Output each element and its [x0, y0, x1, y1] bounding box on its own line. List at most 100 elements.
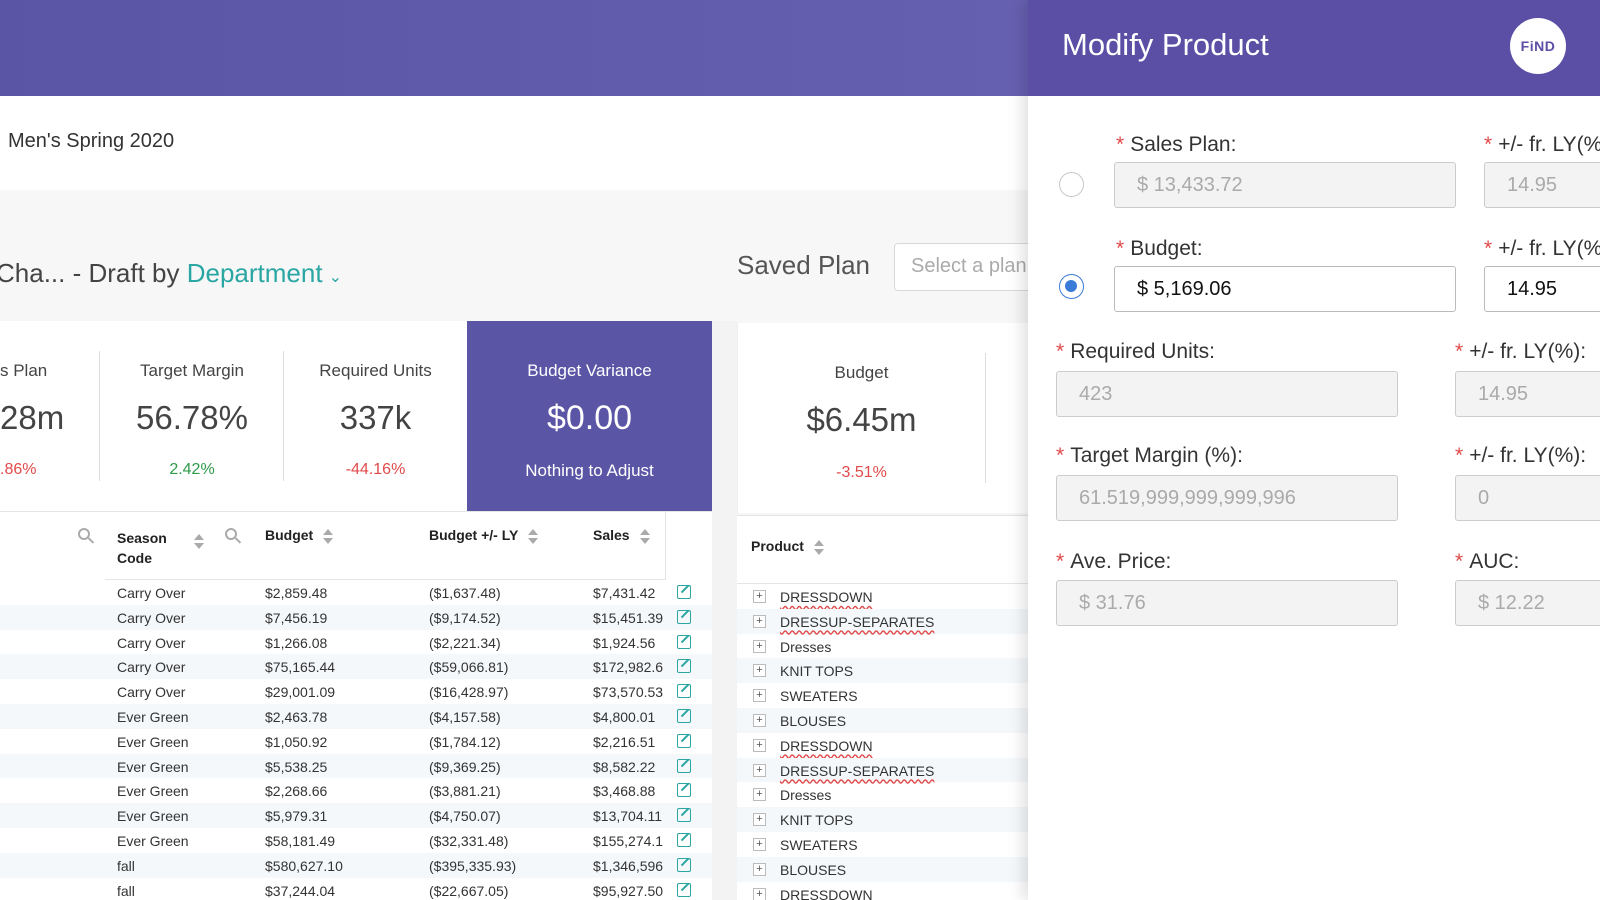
list-item[interactable]: + DRESSDOWN	[737, 733, 1028, 758]
expand-icon[interactable]: +	[753, 614, 766, 628]
edit-icon[interactable]	[677, 709, 691, 723]
search-icon[interactable]	[225, 528, 237, 540]
edit-icon[interactable]	[677, 758, 691, 773]
expand-icon[interactable]: +	[753, 714, 766, 727]
expand-icon[interactable]: +	[753, 689, 766, 703]
column-header-sales[interactable]: Sales	[593, 527, 650, 595]
table-row[interactable]: Ever Green $2,463.78 ($4,157.58) $4,800.01	[0, 704, 712, 729]
expand-icon[interactable]: +	[753, 664, 766, 678]
kpi-label: Required Units	[319, 361, 432, 380]
cell-budget-ly: ($16,428.97)	[429, 684, 509, 701]
column-header-label: Season Code	[117, 530, 167, 566]
expand-icon[interactable]: +	[753, 590, 766, 603]
list-item[interactable]: + SWEATERS	[737, 832, 1028, 857]
cell-sales: $1,924.56	[593, 634, 656, 651]
expand-icon[interactable]: +	[753, 887, 766, 900]
edit-icon[interactable]	[677, 808, 691, 823]
expand-icon[interactable]: +	[753, 838, 766, 851]
edit-icon[interactable]	[677, 684, 691, 699]
list-item[interactable]: + DRESSDOWN	[737, 584, 1028, 609]
sales-plan-ly-label: * +/- fr. LY(%)	[1484, 133, 1600, 156]
sales-plan-radio[interactable]	[1059, 172, 1084, 197]
list-item[interactable]: + DRESSUP-SEPARATES	[737, 608, 1028, 634]
budget-radio[interactable]	[1059, 274, 1084, 299]
table-row[interactable]: fall $37,244.04 ($22,667.05) $95,927.50	[0, 878, 712, 900]
cell-budget: $29,001.09	[265, 684, 336, 701]
list-item[interactable]: + Dresses	[737, 634, 1028, 659]
column-header-product[interactable]: Product	[751, 538, 824, 555]
cell-season: Ever Green	[117, 833, 189, 849]
expand-icon[interactable]: +	[753, 813, 766, 827]
cell-sales: $8,582.22	[593, 758, 656, 775]
cell-budget-ly: ($1,784.12)	[429, 733, 501, 750]
chevron-down-icon[interactable]: ⌄	[328, 269, 342, 286]
table-row[interactable]: Carry Over $2,859.48 ($1,637.48) $7,431.42	[0, 580, 712, 605]
sort-icon[interactable]	[528, 528, 539, 544]
budget-input[interactable]: $ 5,169.06	[1114, 266, 1456, 312]
ave-price-input[interactable]: $ 31.76	[1056, 580, 1398, 626]
column-header-season[interactable]: Season Code	[117, 528, 187, 596]
expand-icon[interactable]: +	[753, 862, 766, 876]
table-row[interactable]: Carry Over $29,001.09 ($16,428.97) $73,570.…	[0, 679, 712, 704]
cell-budget-ly: ($395,335.93)	[429, 857, 517, 874]
list-item[interactable]: + Dresses	[737, 782, 1028, 807]
column-header-budget[interactable]: Budget	[265, 527, 334, 595]
cell-budget-ly: ($22,667.05)	[429, 882, 509, 899]
units-ly-input[interactable]: 14.95	[1455, 371, 1600, 417]
table-row[interactable]: Ever Green $2,268.66 ($3,881.21) $3,468.88	[0, 778, 712, 803]
kpi-required-units: Required Units 337k -44.16%	[284, 321, 467, 511]
edit-icon[interactable]	[677, 857, 691, 872]
edit-icon[interactable]	[677, 882, 691, 897]
sort-icon[interactable]	[194, 534, 204, 549]
search-icon[interactable]	[78, 528, 90, 540]
table-row[interactable]: Carry Over $1,266.08 ($2,221.34) $1,924.56	[0, 630, 712, 655]
sales-plan-ly-input[interactable]: 14.95	[1484, 162, 1600, 208]
edit-icon[interactable]	[677, 733, 691, 748]
list-item[interactable]: + KNIT TOPS	[737, 658, 1028, 684]
margin-ly-input[interactable]: 0	[1455, 475, 1600, 521]
column-header-budget-ly[interactable]: Budget +/- LY	[429, 527, 539, 595]
plan-title: Men's Spring 2020	[8, 130, 175, 152]
required-units-input[interactable]: 423	[1056, 371, 1398, 417]
budget-label: * Budget:	[1116, 237, 1203, 260]
sort-icon[interactable]	[323, 528, 334, 544]
budget-ly-input[interactable]: 14.95	[1484, 266, 1600, 312]
expand-icon[interactable]: +	[753, 788, 766, 802]
kpi-budget-variance[interactable]: Budget Variance $0.00 Nothing to Adjust	[467, 321, 712, 511]
saved-plan-select[interactable]: Select a plan	[894, 243, 1054, 291]
sort-icon[interactable]	[639, 528, 650, 544]
sales-plan-input[interactable]: $ 13,433.72	[1114, 162, 1456, 208]
target-margin-input[interactable]: 61.519,999,999,999,996	[1056, 475, 1398, 521]
cell-budget: $7,456.19	[265, 609, 328, 626]
table-row[interactable]: Ever Green $1,050.92 ($1,784.12) $2,216.51	[0, 729, 712, 754]
expand-icon[interactable]: +	[753, 639, 766, 653]
edit-icon[interactable]	[677, 783, 691, 798]
list-item[interactable]: + BLOUSES	[737, 708, 1028, 733]
table-row[interactable]: Carry Over $7,456.19 ($9,174.52) $15,451.39	[0, 604, 712, 630]
cell-budget: $1,050.92	[265, 733, 328, 750]
table-row[interactable]: Ever Green $58,181.49 ($32,331.48) $155,274…	[0, 828, 712, 853]
edit-icon[interactable]	[677, 833, 691, 847]
kpi-value: 56.78%	[136, 399, 248, 436]
cell-season: Carry Over	[117, 585, 186, 601]
expand-icon[interactable]: +	[753, 763, 766, 777]
edit-icon[interactable]	[677, 609, 691, 624]
modal-header: Modify Product FiND	[1028, 0, 1600, 96]
list-item[interactable]: + DRESSDOWN	[737, 882, 1028, 900]
table-row[interactable]: Carry Over $75,165.44 ($59,066.81) $172,982…	[0, 654, 712, 680]
edit-icon[interactable]	[677, 634, 691, 649]
department-dropdown[interactable]: Department	[186, 258, 323, 288]
table-row[interactable]: fall $580,627.10 ($395,335.93) $1,346,596	[0, 852, 712, 878]
table-row[interactable]: Ever Green $5,979.31 ($4,750.07) $13,704.11	[0, 803, 712, 828]
auc-input[interactable]: $ 12.22	[1455, 580, 1600, 626]
list-item[interactable]: + BLOUSES	[737, 856, 1028, 882]
edit-icon[interactable]	[677, 659, 691, 674]
list-item[interactable]: + SWEATERS	[737, 683, 1028, 708]
list-item[interactable]: + KNIT TOPS	[737, 807, 1028, 832]
expand-icon[interactable]: +	[753, 738, 766, 752]
table-row[interactable]: Ever Green $5,538.25 ($9,369.25) $8,582.22	[0, 753, 712, 779]
cell-budget-ly: ($9,369.25)	[429, 758, 501, 775]
sort-icon[interactable]	[813, 539, 824, 555]
list-item[interactable]: + DRESSUP-SEPARATES	[737, 757, 1028, 783]
edit-icon[interactable]	[677, 585, 691, 599]
